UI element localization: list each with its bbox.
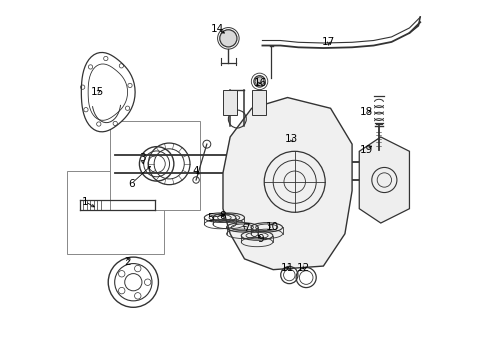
Text: 16: 16 [253,78,267,88]
Polygon shape [223,98,351,270]
Text: 11: 11 [280,263,294,273]
Text: 6: 6 [128,179,135,189]
FancyBboxPatch shape [110,121,199,211]
Text: 13: 13 [284,134,297,144]
Text: 5: 5 [207,213,213,222]
Text: 9: 9 [257,234,264,244]
Text: 8: 8 [219,211,226,221]
Polygon shape [223,90,237,116]
FancyBboxPatch shape [67,171,163,253]
Text: 18: 18 [359,107,372,117]
Text: 10: 10 [265,222,279,231]
Text: 4: 4 [192,166,199,176]
Text: 12: 12 [296,263,310,273]
Polygon shape [81,53,135,132]
Text: 3: 3 [139,153,145,163]
Circle shape [219,30,237,47]
Polygon shape [359,137,408,223]
Polygon shape [251,90,265,116]
Text: 1: 1 [81,197,88,207]
Text: 15: 15 [91,87,104,97]
Text: 14: 14 [210,24,224,35]
Text: 19: 19 [359,144,372,154]
Text: 2: 2 [124,257,131,267]
Text: 17: 17 [322,37,335,47]
Circle shape [253,76,265,87]
Text: 7: 7 [243,224,249,233]
Polygon shape [88,64,127,120]
Polygon shape [254,77,264,86]
